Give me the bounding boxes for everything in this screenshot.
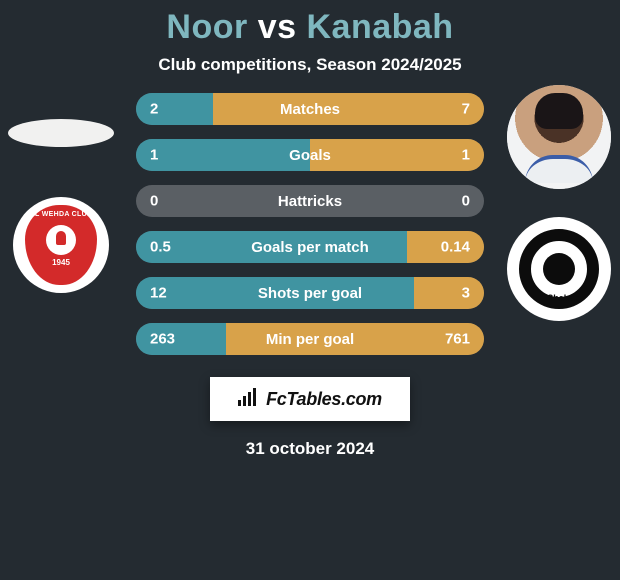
stat-value-right: 7 (462, 101, 470, 118)
source-text: FcTables.com (266, 389, 382, 410)
stats-area: AL WEHDA CLUB 1945 AlShabab 2 Matches 7 1 Go… (0, 93, 620, 355)
stat-value-left: 12 (150, 285, 167, 302)
date-text: 31 october 2024 (0, 439, 620, 459)
title-player1: Noor (166, 8, 247, 46)
stat-value-right: 3 (462, 285, 470, 302)
stat-label: Min per goal (266, 331, 354, 348)
stat-label: Shots per goal (258, 285, 362, 302)
left-player-column: AL WEHDA CLUB 1945 (6, 85, 116, 293)
chart-icon (238, 388, 260, 411)
club1-emblem-icon (46, 225, 76, 255)
stat-rows: 2 Matches 7 1 Goals 1 0 Hattricks 0 0.5 Goals per … (136, 93, 484, 355)
club2-name: AlShabab (515, 293, 603, 303)
stat-row: 263 Min per goal 761 (136, 323, 484, 355)
player2-photo-icon (507, 85, 611, 189)
right-player-column: AlShabab (504, 85, 614, 321)
comparison-card: Noor vs Kanabah Club competitions, Seaso… (0, 0, 620, 580)
stat-value-right: 1 (462, 147, 470, 164)
stat-bar-left-fill (136, 93, 213, 125)
stat-value-right: 0.14 (441, 239, 470, 256)
title-vs: vs (258, 8, 297, 46)
stat-value-left: 0.5 (150, 239, 171, 256)
page-title: Noor vs Kanabah (0, 8, 620, 47)
title-player2: Kanabah (306, 8, 453, 46)
stat-value-left: 263 (150, 331, 175, 348)
stat-row: 12 Shots per goal 3 (136, 277, 484, 309)
club1-year: 1945 (52, 258, 70, 267)
stat-bar-right-fill (213, 93, 484, 125)
player1-avatar-placeholder (8, 119, 114, 147)
stat-value-left: 1 (150, 147, 158, 164)
stat-label: Hattricks (278, 193, 342, 210)
stat-value-right: 761 (445, 331, 470, 348)
stat-bar-right-fill (414, 277, 484, 309)
stat-value-right: 0 (462, 193, 470, 210)
stat-value-left: 0 (150, 193, 158, 210)
stat-value-left: 2 (150, 101, 158, 118)
club2-emblem-icon: AlShabab (515, 225, 603, 313)
stat-bar-left-fill (136, 139, 310, 171)
stat-row: 0.5 Goals per match 0.14 (136, 231, 484, 263)
player2-avatar (507, 85, 611, 189)
stat-label: Goals (289, 147, 331, 164)
stat-bar-right-fill (310, 139, 484, 171)
player2-club-badge: AlShabab (507, 217, 611, 321)
subtitle: Club competitions, Season 2024/2025 (0, 55, 620, 75)
stat-row: 0 Hattricks 0 (136, 185, 484, 217)
club1-name: AL WEHDA CLUB (30, 211, 93, 218)
source-badge[interactable]: FcTables.com (210, 377, 410, 421)
stat-row: 2 Matches 7 (136, 93, 484, 125)
player1-club-badge: AL WEHDA CLUB 1945 (13, 197, 109, 293)
stat-label: Goals per match (251, 239, 369, 256)
stat-label: Matches (280, 101, 340, 118)
club-shield-icon: AL WEHDA CLUB 1945 (25, 205, 97, 285)
stat-row: 1 Goals 1 (136, 139, 484, 171)
